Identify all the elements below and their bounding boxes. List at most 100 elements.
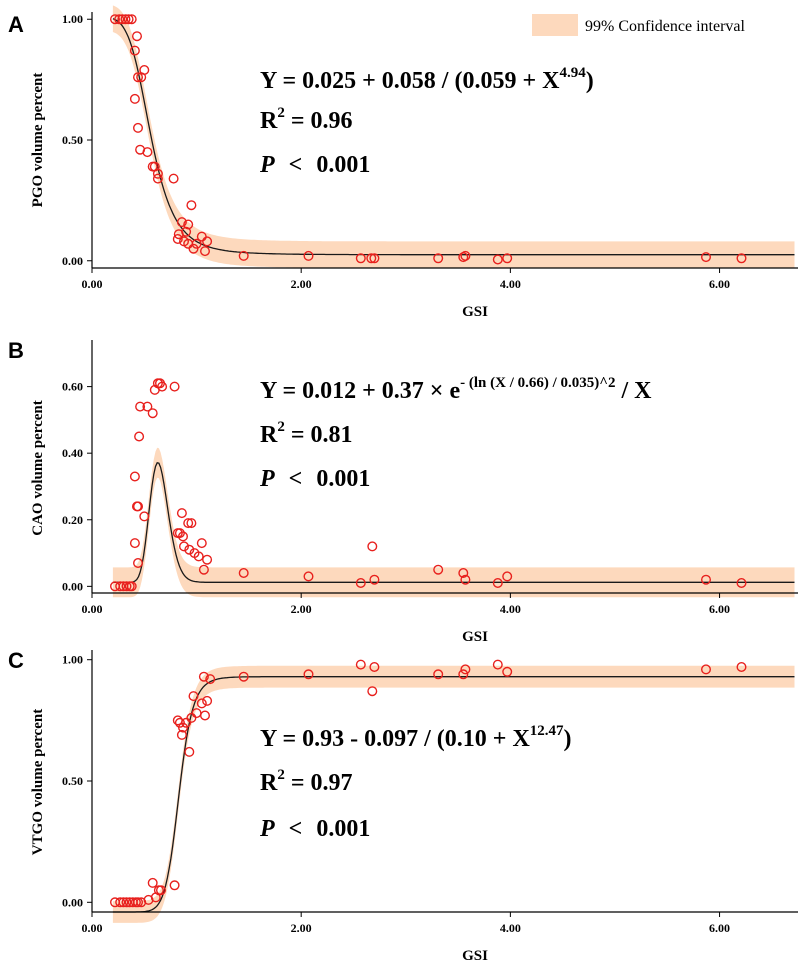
y-tick-label: 1.00	[62, 12, 83, 26]
data-point	[115, 897, 126, 908]
data-point	[205, 674, 216, 685]
data-point	[701, 252, 712, 263]
data-point	[183, 518, 194, 529]
x-axis-title: GSI	[462, 304, 488, 320]
data-point	[198, 671, 209, 682]
data-point	[121, 897, 132, 908]
data-point	[202, 695, 213, 706]
data-point	[123, 14, 134, 25]
data-point	[184, 544, 195, 555]
data-point	[191, 238, 202, 249]
data-point	[176, 217, 187, 228]
fit-curve	[112, 18, 795, 256]
data-point	[198, 564, 209, 575]
data-point	[369, 662, 380, 673]
confidence-band	[112, 5, 795, 269]
panel-c: C 0.00 2.00 4.00 6.00 0.00 0.50 1.00 GSI VTGO vol…	[8, 648, 798, 964]
data-point	[303, 250, 314, 261]
data-point	[458, 252, 469, 263]
data-point	[135, 401, 146, 412]
fit-curve	[112, 676, 795, 913]
y-tick-label: 0.20	[62, 513, 83, 527]
data-point	[109, 14, 120, 25]
data-point	[114, 14, 125, 25]
data-point	[460, 664, 471, 675]
data-point	[142, 401, 153, 412]
x-tick-label: 6.00	[709, 277, 730, 291]
data-point	[121, 581, 132, 592]
data-point	[502, 666, 513, 677]
y-tick-label: 0.50	[62, 133, 83, 147]
data-point	[117, 14, 128, 25]
data-point	[492, 254, 503, 265]
y-tick-label: 1.00	[62, 653, 83, 667]
confidence-band	[112, 665, 795, 923]
x-tick-label: 2.00	[291, 277, 312, 291]
data-point	[433, 669, 444, 680]
data-point	[139, 511, 150, 522]
data-point	[188, 691, 199, 702]
data-point	[736, 253, 747, 264]
data-point	[139, 64, 150, 75]
fit-equation: Y = 0.012 + 0.37 × e- (ln (X / 0.66) / 0…	[260, 375, 652, 404]
data-point	[176, 508, 187, 519]
data-point	[366, 253, 377, 264]
data-point	[502, 253, 513, 264]
data-point	[202, 554, 213, 565]
x-tick-label: 0.00	[82, 921, 103, 935]
data-point	[238, 250, 249, 261]
data-point	[132, 897, 143, 908]
data-point	[701, 664, 712, 675]
data-point	[132, 501, 143, 512]
x-tick-label: 2.00	[291, 602, 312, 616]
data-point	[355, 253, 366, 264]
data-point	[172, 233, 183, 244]
x-tick-label: 4.00	[500, 921, 521, 935]
fit-equation: Y = 0.025 + 0.058 / (0.059 + X4.94)	[260, 65, 594, 94]
data-point	[188, 243, 199, 254]
legend: 99% Confidence interval	[532, 14, 746, 36]
data-point	[131, 31, 142, 42]
data-point	[202, 236, 213, 247]
confidence-band	[112, 447, 795, 598]
x-axis-title: GSI	[462, 948, 488, 964]
y-axis-title: VTGO volume percent	[30, 709, 46, 855]
data-point	[736, 662, 747, 673]
data-point	[367, 686, 378, 697]
data-point	[132, 558, 143, 569]
y-tick-label: 0.00	[62, 579, 83, 593]
data-point	[196, 538, 207, 549]
x-axis-title: GSI	[462, 629, 488, 645]
data-point	[129, 45, 140, 56]
r-squared: R2 = 0.81	[260, 419, 353, 448]
data-point	[132, 72, 143, 83]
data-point	[196, 698, 207, 709]
panel-a: A 0.00 2.00 4.00 6.00 0.00 0.50 1.00 GSI PGO volu…	[8, 5, 798, 320]
data-point	[157, 381, 168, 392]
data-point	[168, 173, 179, 184]
fit-equation: Y = 0.93 - 0.097 / (0.10 + X12.47)	[260, 723, 572, 752]
data-point	[118, 897, 129, 908]
panel-letter: A	[8, 12, 24, 37]
data-point	[152, 168, 163, 179]
data-point	[147, 408, 158, 419]
data-point	[355, 659, 366, 670]
data-point	[460, 574, 471, 585]
p-value: P <0.001	[259, 816, 370, 842]
y-axis-title: PGO volume percent	[30, 73, 46, 208]
x-tick-label: 2.00	[291, 921, 312, 935]
data-point	[155, 885, 166, 896]
y-tick-label: 0.00	[62, 254, 83, 268]
data-point	[169, 880, 180, 891]
x-tick-label: 4.00	[500, 277, 521, 291]
fit-curve	[112, 462, 795, 583]
data-point	[181, 717, 192, 728]
data-point	[736, 578, 747, 589]
data-point	[460, 250, 471, 261]
x-tick-label: 6.00	[709, 921, 730, 935]
data-point	[367, 541, 378, 552]
data-point	[238, 671, 249, 682]
data-point	[147, 877, 158, 888]
data-point	[129, 93, 140, 104]
y-tick-label: 0.40	[62, 446, 83, 460]
